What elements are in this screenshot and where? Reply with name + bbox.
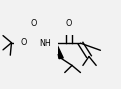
Polygon shape [56,43,63,59]
Text: NH: NH [39,39,51,48]
Text: O: O [66,19,72,28]
Text: O: O [20,38,27,47]
Text: O: O [30,19,36,28]
